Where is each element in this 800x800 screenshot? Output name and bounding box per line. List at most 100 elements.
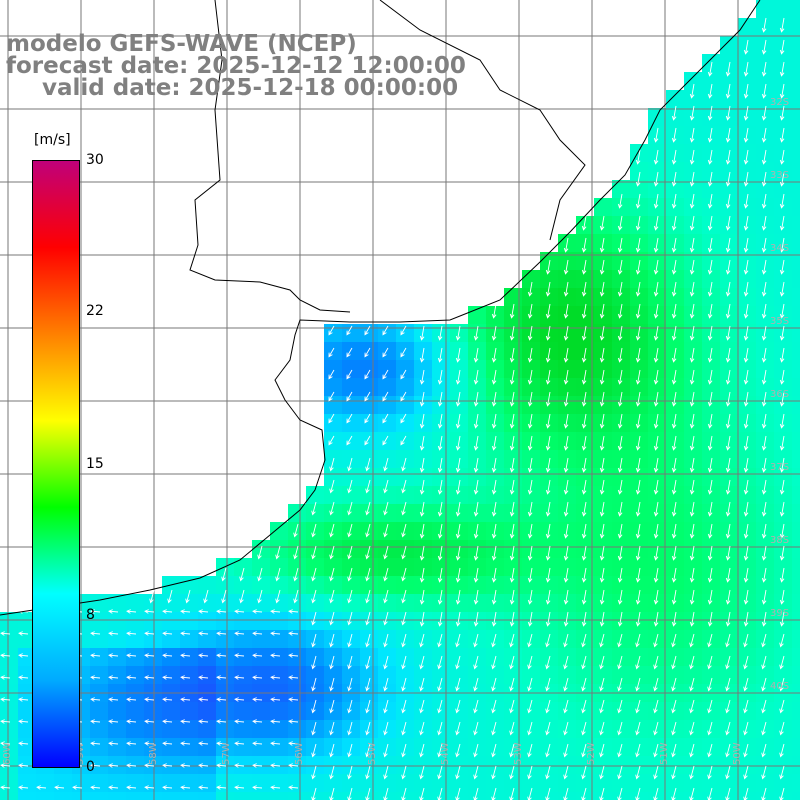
ocean-cell xyxy=(324,432,342,450)
wind-arrow xyxy=(743,281,749,297)
ocean-cell xyxy=(378,432,396,450)
lat-label: 32S xyxy=(770,97,789,108)
wind-arrow xyxy=(527,545,533,561)
wind-arrow xyxy=(779,149,785,165)
ocean-cell xyxy=(378,378,396,396)
ocean-cell xyxy=(522,756,540,774)
wind-arrow xyxy=(545,743,551,758)
ocean-cell xyxy=(360,594,378,612)
wind-arrow xyxy=(581,435,587,451)
wind-arrow xyxy=(257,567,263,582)
wind-arrow xyxy=(581,699,587,714)
ocean-cell xyxy=(414,504,432,522)
ocean-cell xyxy=(666,720,684,738)
wind-arrow xyxy=(18,653,29,658)
wind-arrow xyxy=(779,391,785,407)
wind-arrow xyxy=(270,785,281,790)
wind-arrow xyxy=(401,677,407,692)
wind-arrow xyxy=(365,479,371,494)
wind-arrow xyxy=(162,763,173,768)
ocean-cell xyxy=(630,378,648,396)
ocean-cell xyxy=(648,198,666,216)
ocean-cell xyxy=(792,54,800,72)
ocean-cell xyxy=(666,162,684,180)
wind-arrow xyxy=(527,347,533,363)
wind-arrow xyxy=(234,653,245,658)
ocean-cell xyxy=(702,288,720,306)
wind-arrow xyxy=(419,479,425,495)
ocean-cell xyxy=(576,378,594,396)
wind-arrow xyxy=(401,633,407,648)
wind-arrow xyxy=(0,675,11,680)
wind-arrow xyxy=(527,391,533,407)
ocean-cell xyxy=(702,540,720,558)
ocean-cell xyxy=(486,540,504,558)
lat-label: 34S xyxy=(770,243,789,254)
wind-arrow xyxy=(689,501,695,517)
ocean-cell xyxy=(252,630,270,648)
wind-arrow xyxy=(671,501,677,517)
wind-arrow xyxy=(563,413,569,429)
ocean-cell xyxy=(216,594,234,612)
ocean-cell xyxy=(684,594,702,612)
ocean-cell xyxy=(630,306,648,324)
wind-arrow xyxy=(581,369,587,385)
wind-arrow xyxy=(653,633,659,648)
ocean-cell xyxy=(522,378,540,396)
wind-arrow xyxy=(234,763,245,768)
ocean-cell xyxy=(684,666,702,684)
wind-arrow xyxy=(761,523,767,539)
wind-arrow xyxy=(90,785,101,790)
wind-arrow xyxy=(473,435,479,451)
wind-arrow xyxy=(689,743,695,758)
ocean-cell xyxy=(648,162,666,180)
wind-arrow xyxy=(400,369,407,380)
lon-label: 50W xyxy=(732,742,743,765)
ocean-cell xyxy=(558,792,576,800)
ocean-cell xyxy=(792,90,800,108)
wind-arrow xyxy=(144,653,155,658)
ocean-cell xyxy=(396,720,414,738)
ocean-cell xyxy=(792,180,800,198)
lon-label: 54W xyxy=(440,742,451,765)
wind-arrow xyxy=(617,281,623,297)
ocean-cell xyxy=(216,738,234,756)
ocean-cell xyxy=(594,270,612,288)
ocean-cell xyxy=(450,468,468,486)
ocean-cell xyxy=(432,486,450,504)
wind-arrow xyxy=(491,699,497,714)
wind-arrow xyxy=(328,413,335,424)
ocean-cell xyxy=(666,306,684,324)
wind-arrow xyxy=(257,545,263,560)
wind-arrow xyxy=(779,259,785,275)
ocean-cell xyxy=(774,342,792,360)
wind-arrow xyxy=(689,171,695,187)
ocean-cell xyxy=(792,594,800,612)
ocean-cell xyxy=(198,774,216,792)
ocean-cell xyxy=(468,720,486,738)
wind-arrow xyxy=(329,545,335,560)
wind-arrow xyxy=(328,325,335,336)
wind-arrow xyxy=(779,523,785,539)
ocean-cell xyxy=(666,342,684,360)
ocean-cell xyxy=(90,612,108,630)
ocean-cell xyxy=(108,738,126,756)
ocean-cell xyxy=(486,504,504,522)
wind-arrow xyxy=(635,391,641,407)
wind-arrow xyxy=(779,743,785,758)
ocean-cell xyxy=(198,666,216,684)
wind-arrow xyxy=(743,765,749,780)
ocean-cell xyxy=(738,468,756,486)
wind-arrow xyxy=(671,567,677,583)
wind-arrow xyxy=(689,699,695,714)
wind-arrow xyxy=(347,633,353,648)
wind-arrow xyxy=(491,677,497,692)
ocean-cell xyxy=(648,360,666,378)
ocean-cell xyxy=(198,720,216,738)
ocean-cell xyxy=(684,540,702,558)
wind-arrow xyxy=(599,567,605,583)
ocean-cell xyxy=(738,198,756,216)
wind-arrow xyxy=(365,677,371,692)
ocean-cell xyxy=(108,720,126,738)
wind-arrow xyxy=(126,609,137,614)
